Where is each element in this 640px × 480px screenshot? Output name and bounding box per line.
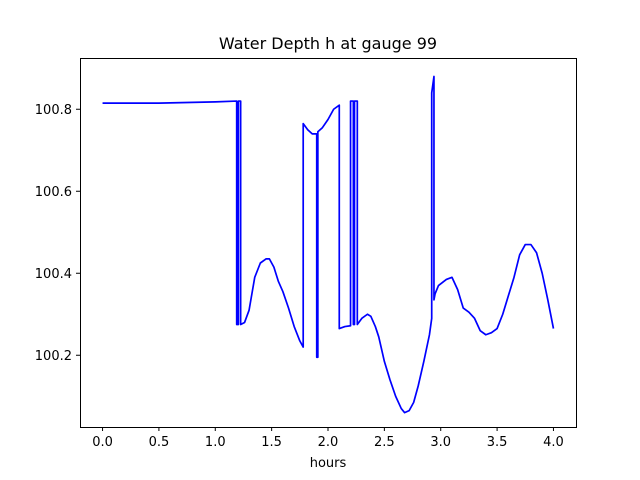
y-axis-ticks: 100.2 100.4 100.6 100.8 bbox=[35, 103, 80, 364]
y-tick-label: 100.4 bbox=[35, 267, 72, 282]
x-axis-ticks: 0.0 0.5 1.0 1.5 2.0 2.5 3.0 3.5 4.0 bbox=[92, 427, 564, 450]
plot-area-frame bbox=[80, 58, 577, 428]
x-tick-label: 1.0 bbox=[205, 435, 226, 450]
plot-series bbox=[102, 75, 555, 414]
x-tick-label: 0.0 bbox=[92, 435, 113, 450]
x-tick-label: 1.5 bbox=[261, 435, 282, 450]
y-tick-label: 100.2 bbox=[35, 349, 72, 364]
x-tick-label: 2.5 bbox=[374, 435, 395, 450]
y-tick-label: 100.8 bbox=[35, 103, 72, 118]
x-axis-label: hours bbox=[310, 456, 347, 471]
x-tick-label: 3.5 bbox=[487, 435, 508, 450]
x-tick-label: 0.5 bbox=[149, 435, 170, 450]
x-tick-label: 2.0 bbox=[318, 435, 339, 450]
chart-title: Water Depth h at gauge 99 bbox=[219, 34, 437, 53]
x-tick-label: 3.0 bbox=[430, 435, 451, 450]
y-tick-label: 100.6 bbox=[35, 185, 72, 200]
series-line-0 bbox=[102, 75, 555, 414]
x-tick-label: 4.0 bbox=[543, 435, 564, 450]
